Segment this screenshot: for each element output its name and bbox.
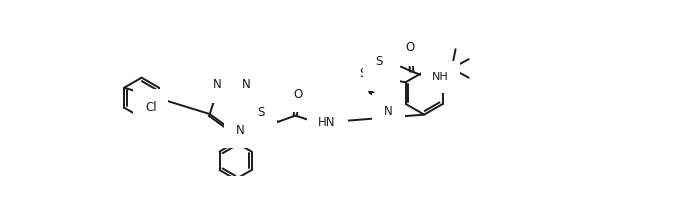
Text: Cl: Cl <box>145 101 157 114</box>
Text: O: O <box>293 88 302 101</box>
Text: S: S <box>258 106 265 119</box>
Text: N: N <box>235 124 244 136</box>
Text: N: N <box>241 78 251 91</box>
Text: NH: NH <box>432 72 449 82</box>
Text: N: N <box>384 105 393 118</box>
Text: HN: HN <box>318 116 336 129</box>
Text: S: S <box>360 67 367 80</box>
Text: S: S <box>381 66 388 79</box>
Text: S: S <box>375 55 382 68</box>
Text: O: O <box>405 41 415 54</box>
Text: N: N <box>213 78 222 91</box>
